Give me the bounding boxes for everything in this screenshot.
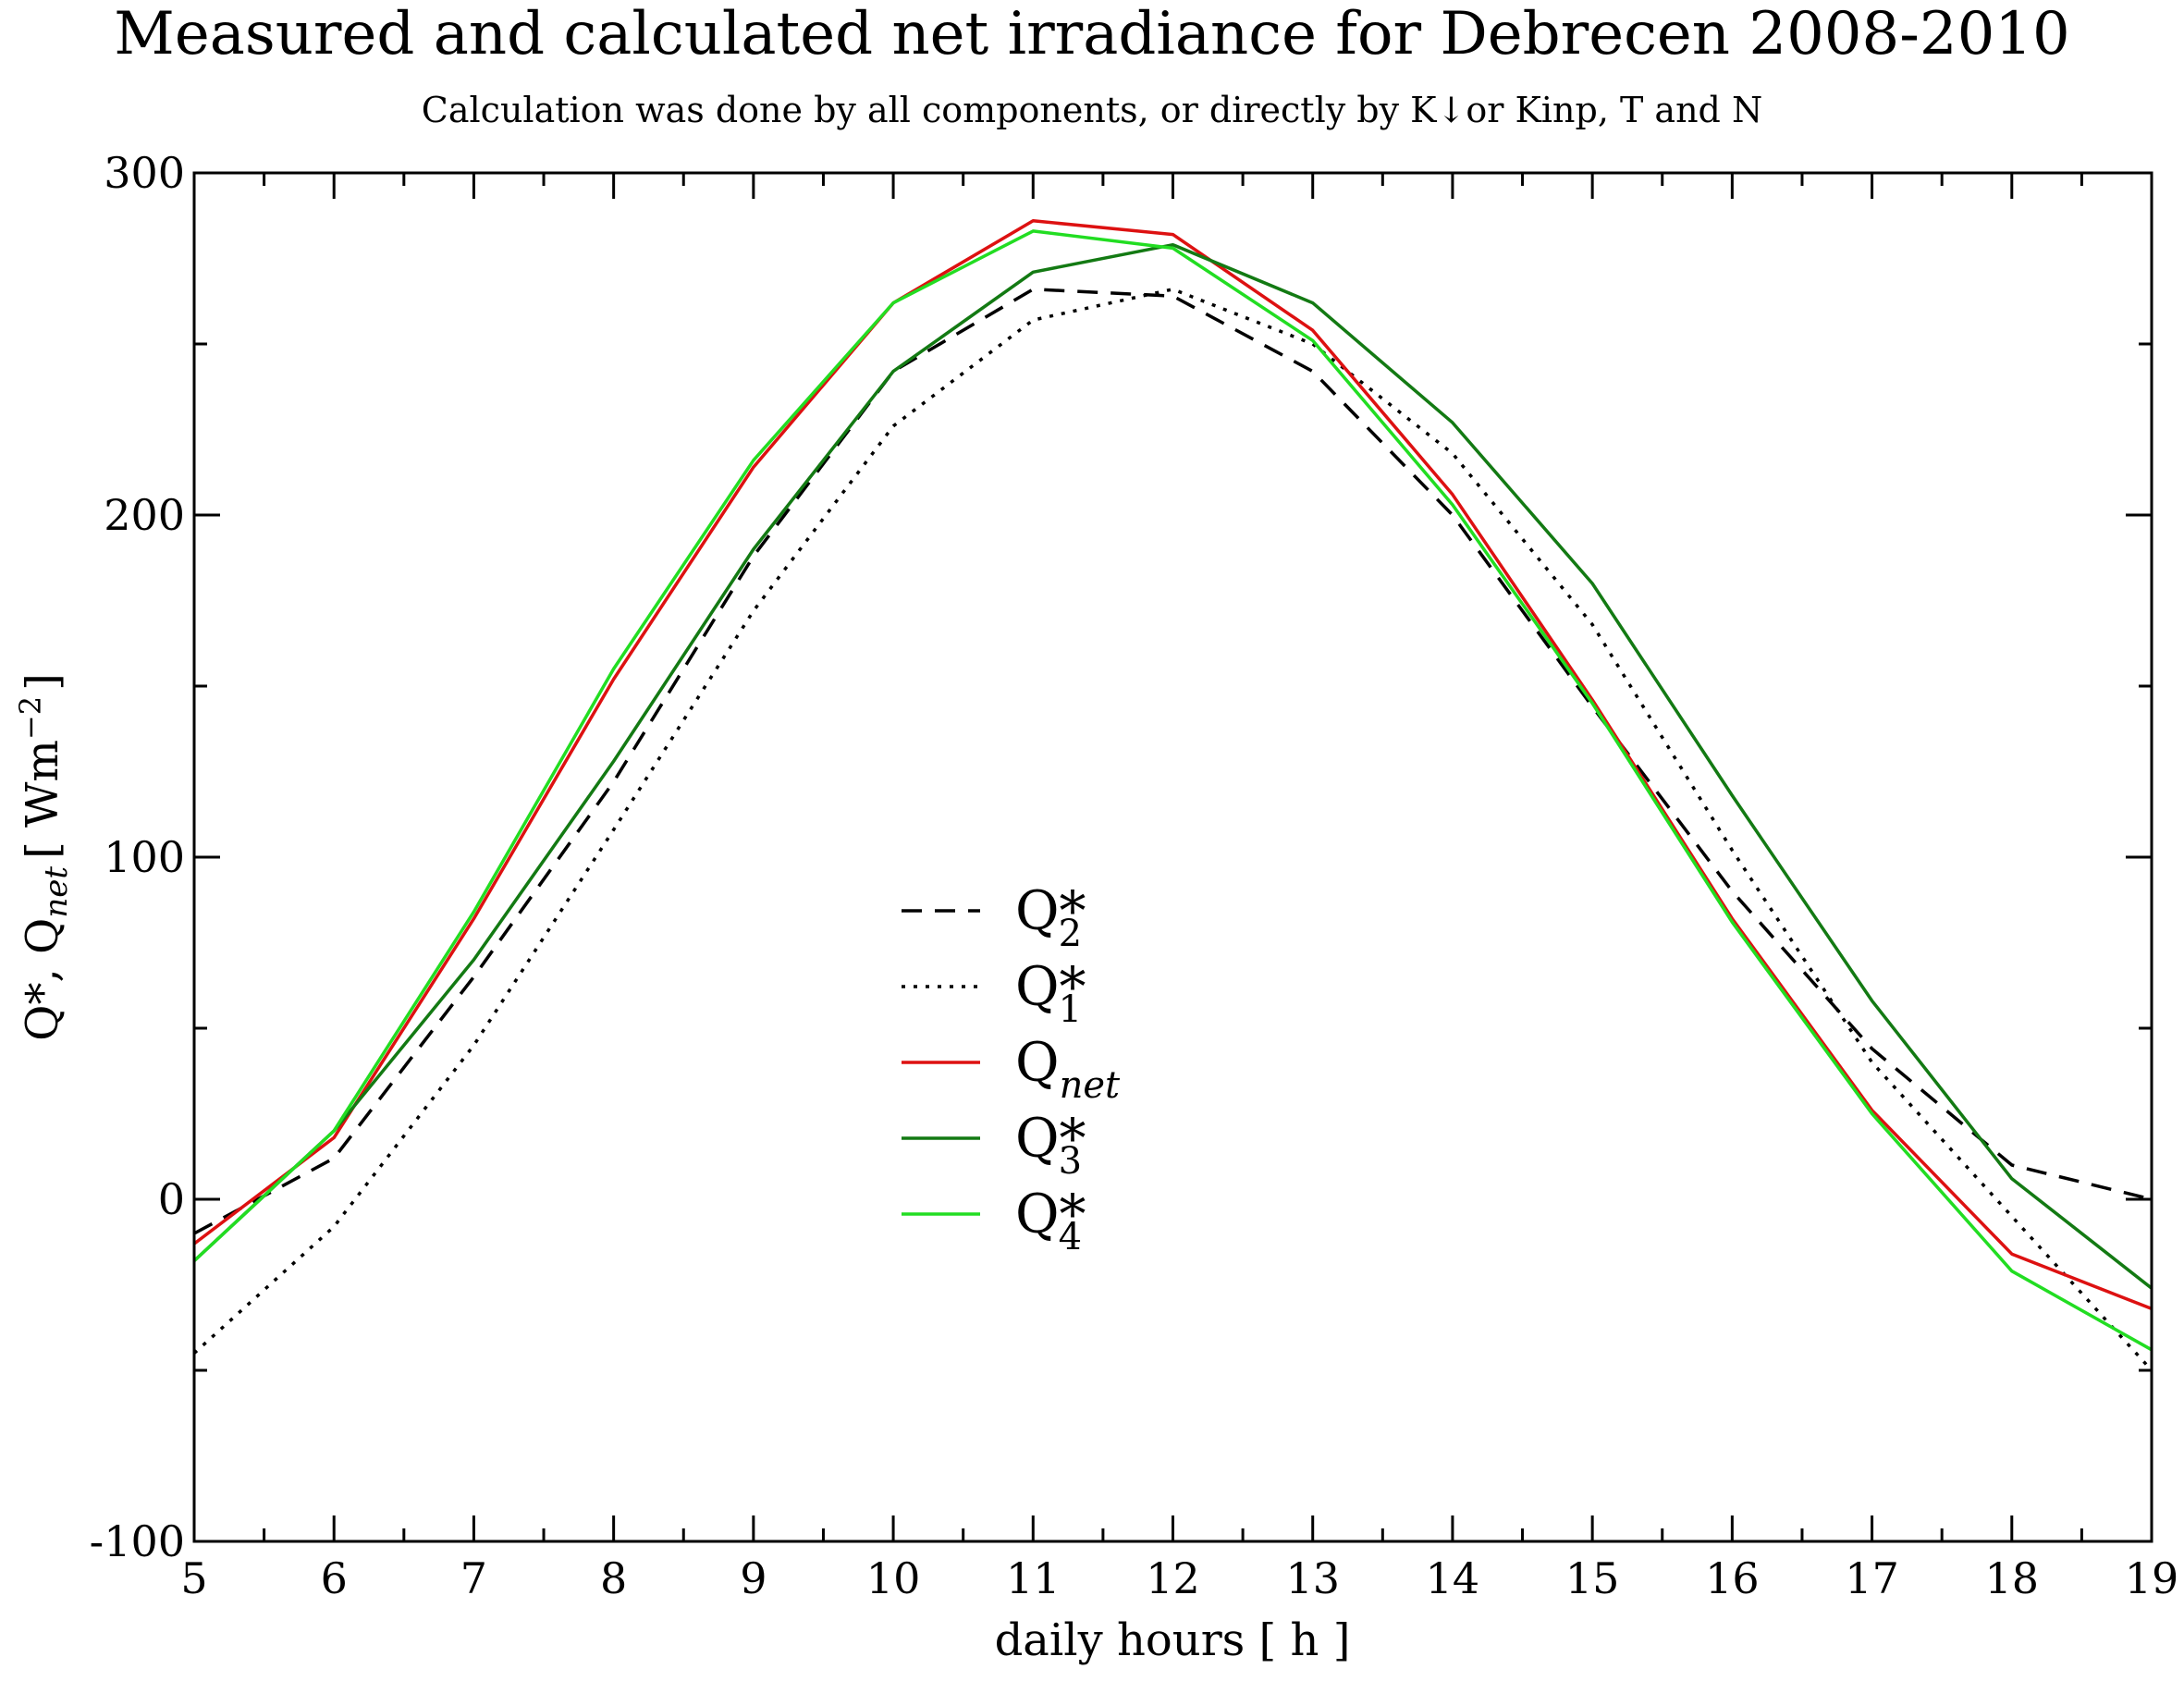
- x-tick-label: 9: [740, 1553, 767, 1603]
- x-tick-label: 15: [1565, 1553, 1620, 1603]
- legend-label-qnet: Qnet: [1015, 1031, 1121, 1107]
- legend-label-base: Q*: [1015, 1107, 1086, 1170]
- series-line-qnet: [192, 219, 2153, 1311]
- x-tick-label: 19: [2125, 1553, 2179, 1603]
- series-line-q2: [193, 288, 2153, 1235]
- chart-subtitle: Calculation was done by all components, …: [422, 90, 1762, 130]
- series-line-q1: [192, 288, 2153, 1372]
- x-tick-label: 5: [180, 1553, 207, 1603]
- y-tick-label: 200: [104, 490, 185, 540]
- axis-ticks: [192, 171, 2153, 1543]
- y-label-unit-close: ]: [17, 673, 68, 691]
- legend-label-q1: Q*1: [1015, 955, 1086, 1031]
- legend-label-subscript: net: [1060, 1064, 1121, 1107]
- x-tick-label: 14: [1426, 1553, 1480, 1603]
- x-tick-labels: 5 6 7 8 9 10 11 12 13 14 15 16 17 18 19: [180, 1553, 2178, 1603]
- x-tick-label: 16: [1705, 1553, 1760, 1603]
- x-tick-label: 13: [1285, 1553, 1340, 1603]
- y-tick-label: 300: [104, 148, 185, 198]
- y-tick-labels: -100 0 100 200 300: [90, 148, 185, 1566]
- legend-label-subscript: 4: [1059, 1216, 1082, 1258]
- legend-label-subscript: 3: [1059, 1140, 1082, 1183]
- series-line-q4: [192, 229, 2153, 1352]
- x-tick-label: 7: [460, 1553, 487, 1603]
- plot-frame: [192, 171, 2153, 1543]
- y-tick-label: 100: [104, 832, 185, 882]
- x-tick-label: 10: [866, 1553, 921, 1603]
- y-label-subscript: net: [38, 866, 75, 918]
- series-line-q3: [192, 242, 2153, 1290]
- legend-label-base: Q: [1015, 1031, 1060, 1094]
- x-tick-label: 12: [1146, 1553, 1200, 1603]
- y-tick-label: 0: [158, 1174, 185, 1224]
- legend-label-base: Q*: [1015, 1183, 1086, 1245]
- legend-label-base: Q*: [1015, 955, 1086, 1018]
- series-layer: [192, 219, 2153, 1372]
- x-tick-label: 11: [1006, 1553, 1061, 1603]
- legend-label-subscript: 2: [1059, 913, 1082, 955]
- legend-label-q2: Q*2: [1015, 879, 1086, 955]
- legend-label-q4: Q*4: [1015, 1183, 1086, 1258]
- legend-label-base: Q*: [1015, 879, 1086, 942]
- y-label-prefix: Q*, Q: [17, 918, 68, 1041]
- legend-label-subscript: 1: [1059, 988, 1082, 1031]
- chart-title: Measured and calculated net irradiance f…: [114, 0, 2069, 68]
- y-tick-label: -100: [90, 1516, 185, 1566]
- x-tick-label: 6: [321, 1553, 348, 1603]
- y-label-unit-open: [ Wm: [17, 740, 68, 859]
- x-tick-label: 17: [1845, 1553, 1899, 1603]
- y-label-unit-exponent: −2: [13, 696, 48, 740]
- legend-label-q3: Q*3: [1015, 1107, 1086, 1183]
- x-axis-label: daily hours [ h ]: [995, 1614, 1351, 1666]
- x-tick-label: 18: [1985, 1553, 2040, 1603]
- x-tick-label: 8: [600, 1553, 627, 1603]
- y-axis-label: Q*, Qnet [ Wm−2]: [13, 673, 75, 1041]
